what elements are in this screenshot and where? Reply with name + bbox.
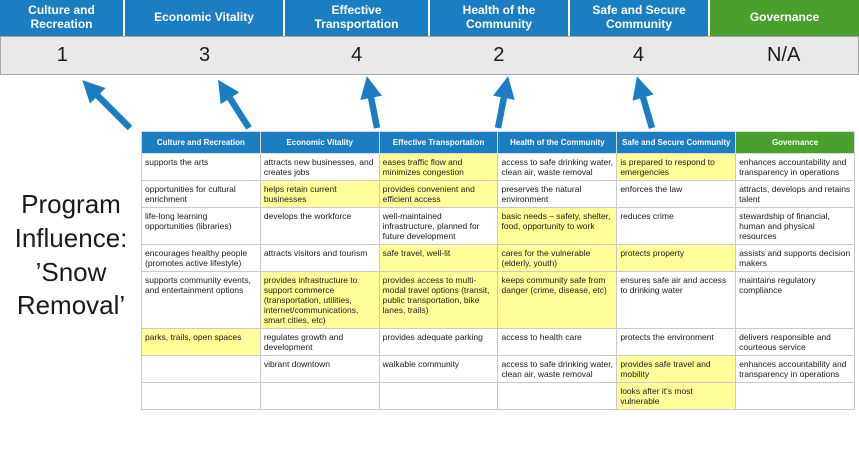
matrix-cell <box>141 382 261 411</box>
matrix-cell: access to health care <box>497 328 618 357</box>
scoreboard-header-4: Health of the Community <box>430 0 568 36</box>
matrix-cell: walkable community <box>378 355 499 384</box>
matrix-cell: provides adequate parking <box>378 328 499 357</box>
matrix-cell: develops the workforce <box>259 207 380 246</box>
scoreboard-header-3: Effective Transportation <box>285 0 428 36</box>
matrix-cell: attracts, develops and retains talent <box>735 180 855 209</box>
scoreboard-header-5: Safe and Secure Community <box>570 0 708 36</box>
matrix-cell <box>259 382 380 411</box>
matrix-cell: provides access to multi-modal travel op… <box>378 271 499 330</box>
influence-arrows-layer <box>82 76 656 131</box>
matrix-cell: cares for the vulnerable (elderly, youth… <box>497 244 618 273</box>
matrix-cell: enhances accountability and transparency… <box>735 355 855 384</box>
up-arrow-icon <box>82 80 133 131</box>
matrix-cell: preserves the natural environment <box>497 180 618 209</box>
matrix-cell: stewardship of financial, human and phys… <box>735 207 855 246</box>
matrix-cell: enhances accountability and transparency… <box>735 152 855 182</box>
up-arrow-icon <box>493 76 515 129</box>
matrix-cell: well-maintained infrastructure, planned … <box>378 207 499 246</box>
table-row: vibrant downtown walkable community access… <box>141 355 855 384</box>
scoreboard-header-2: Economic Vitality <box>125 0 283 36</box>
matrix-cell <box>497 382 618 411</box>
table-row: supports community events, and entertain… <box>141 271 855 330</box>
matrix-cell <box>378 382 499 411</box>
matrix-cell: reduces crime <box>616 207 737 246</box>
matrix-cell: provides safe travel and mobility <box>616 355 737 384</box>
matrix-cell: parks, trails, open spaces <box>141 328 261 357</box>
table-row: life-long learning opportunities (librar… <box>141 207 855 246</box>
matrix-cell: vibrant downtown <box>259 355 380 384</box>
scoreboard-score-5: 4 <box>632 44 645 66</box>
matrix-cell: ensures safe air and access to drinking … <box>616 271 737 330</box>
matrix-cell: attracts visitors and tourism <box>259 244 380 273</box>
matrix-cell: regulates growth and development <box>259 328 380 357</box>
matrix-cell: looks after it's most vulnerable <box>616 382 737 411</box>
up-arrow-icon <box>218 79 252 130</box>
matrix-cell: eases traffic flow and minimizes congest… <box>378 152 499 182</box>
up-arrow-icon <box>360 76 382 129</box>
table-row: supports the arts attracts new businesses… <box>141 152 855 182</box>
matrix-cell: delivers responsible and courteous servi… <box>735 328 855 357</box>
table-row: looks after it's most vulnerable <box>141 382 855 411</box>
matrix-head-row: Culture and Recreation Economic Vitality E… <box>141 131 855 154</box>
matrix-cell: supports the arts <box>141 152 261 182</box>
matrix-cell: attracts new businesses, and creates job… <box>259 152 380 182</box>
matrix-cell: keeps community safe from danger (crime,… <box>497 271 618 330</box>
scoreboard-header-1: Culture and Recreation <box>0 0 123 36</box>
matrix-cell: enforces the law <box>616 180 737 209</box>
influence-table: Culture and Recreation Economic Vitality E… <box>141 131 855 411</box>
matrix-cell: supports community events, and entertain… <box>141 271 261 330</box>
scoreboard-header-6: Governance <box>710 0 859 36</box>
scoreboard-score-4: 2 <box>493 44 505 66</box>
matrix-cell: is prepared to respond to emergencies <box>616 152 737 182</box>
matrix-body: supports the arts attracts new businesses… <box>141 152 855 411</box>
matrix-cell <box>141 355 261 384</box>
matrix-cell: safe travel, well-lit <box>378 244 499 273</box>
matrix-header-3: Effective Transportation <box>378 131 499 154</box>
matrix-header-6: Governance <box>735 131 855 154</box>
matrix-cell: basic needs – safety, shelter, food, opp… <box>497 207 618 246</box>
table-row: parks, trails, open spaces regulates grow… <box>141 328 855 357</box>
up-arrow-icon <box>632 76 656 129</box>
matrix-cell: opportunities for cultural enrichment <box>141 180 261 209</box>
matrix-cell: access to safe drinking water, clean air… <box>497 355 618 384</box>
score-header-row: Culture and Recreation Economic Vitality E… <box>0 0 859 36</box>
table-row: encourages healthy people (promotes acti… <box>141 244 855 273</box>
matrix-cell: provides infrastructure to support comme… <box>259 271 380 330</box>
matrix-cell: access to safe drinking water, clean air… <box>497 152 618 182</box>
matrix-header-4: Health of the Community <box>497 131 618 154</box>
program-influence-label: Program Influence: ’Snow Removal’ <box>14 189 128 321</box>
scoreboard-score-3: 4 <box>351 44 363 66</box>
scoreboard-score-2: 3 <box>198 44 211 66</box>
matrix-header-5: Safe and Secure Community <box>616 131 737 154</box>
matrix-cell: encourages healthy people (promotes acti… <box>141 244 261 273</box>
matrix-cell: protects property <box>616 244 737 273</box>
matrix-cell: life-long learning opportunities (librar… <box>141 207 261 246</box>
matrix-cell <box>735 382 855 411</box>
scoreboard-score-6: N/A <box>766 44 801 66</box>
matrix-cell: provides convenient and efficient access <box>378 180 499 209</box>
table-row: opportunities for cultural enrichment hel… <box>141 180 855 209</box>
matrix-header-1: Culture and Recreation <box>141 131 261 154</box>
matrix-cell: helps retain current businesses <box>259 180 380 209</box>
matrix-cell: assists and supports decision makers <box>735 244 855 273</box>
matrix-header-2: Economic Vitality <box>259 131 380 154</box>
matrix-cell: maintains regulatory compliance <box>735 271 855 330</box>
score-value-row: 1 3 4 2 4 N/A <box>0 36 859 75</box>
matrix-cell: protects the environment <box>616 328 737 357</box>
scoreboard-score-1: 1 <box>56 44 68 66</box>
